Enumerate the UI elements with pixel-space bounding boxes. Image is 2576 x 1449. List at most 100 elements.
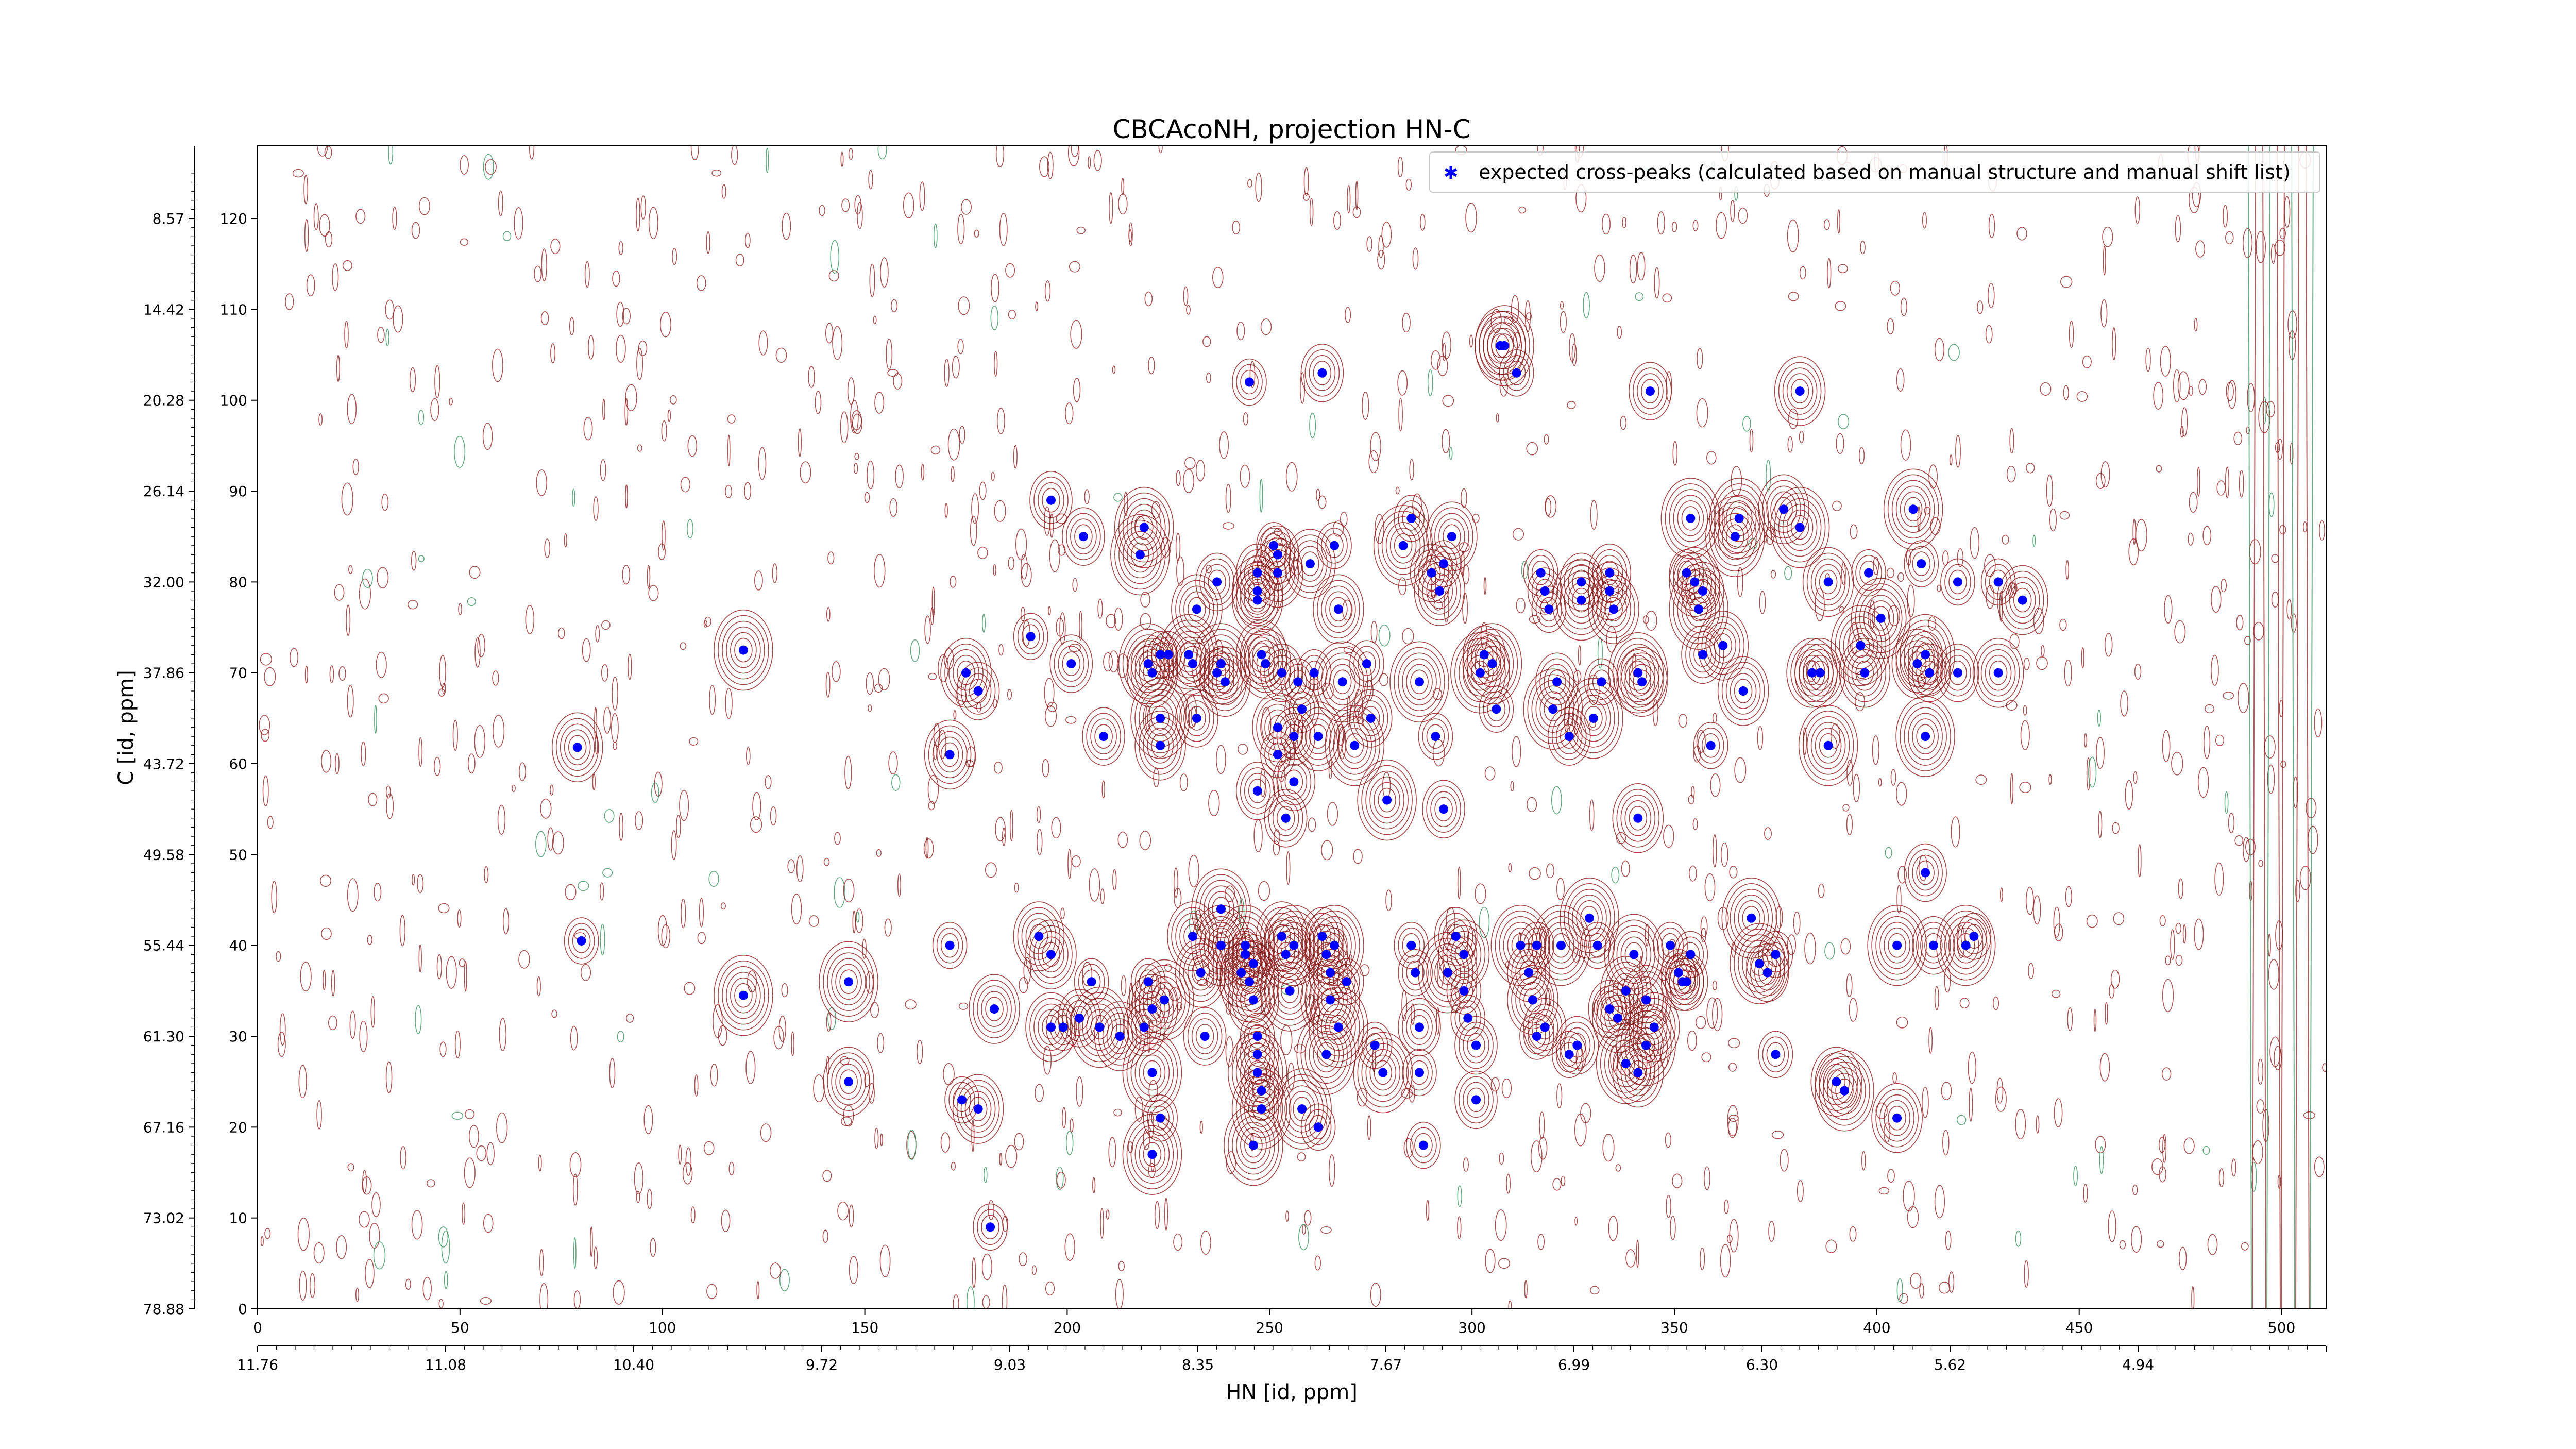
peak-contour [1807,654,1834,691]
noise-contour [1015,528,1027,561]
noise-contour [1124,492,1128,516]
peak-contour [1187,1013,1223,1060]
noise-contour [2054,1098,2063,1127]
noise-contour [578,881,589,891]
peak-contour [1701,733,1720,758]
noise-contour [572,488,575,507]
peak-contour [1863,595,1899,642]
peak-contour [1179,695,1214,742]
peak-contour [1300,343,1344,402]
noise-contour [1766,460,1771,492]
noise-contour [1206,564,1212,574]
noise-contour [264,667,276,686]
noise-contour [1635,292,1644,301]
peak-contour [1803,649,1838,697]
noise-contour [573,1237,577,1269]
noise-contour [2165,955,2171,966]
noise-contour [1427,591,1436,599]
noise-contour [564,533,567,548]
noise-contour [694,1074,699,1097]
peak-contour [1819,1056,1870,1126]
noise-contour [1921,1087,1929,1118]
noise-contour [1726,1235,1733,1243]
peak-contour [973,1203,1008,1251]
peak-contour [823,947,874,1017]
noise-contour [2162,730,2171,763]
noise-contour [541,248,547,282]
peak-contour [1669,489,1713,548]
edge-streak [2295,146,2299,1309]
peak-contour [1871,910,1923,981]
noise-contour [1663,824,1674,848]
noise-contour [2244,636,2251,645]
noise-contour [2015,1109,2026,1140]
cross-peak-point [1856,641,1866,650]
y-tick-label: 0 [238,1301,247,1318]
peak-contour [1985,654,2012,691]
noise-contour [1545,498,1552,516]
noise-contour [928,672,937,680]
peak-contour [1240,767,1275,815]
noise-contour [321,750,332,773]
noise-contour [1479,906,1490,938]
peak-contour [1402,1049,1437,1097]
x-tick-label: 500 [2268,1319,2295,1336]
cross-peak-point [1382,795,1392,805]
peak-contour [1523,998,1567,1057]
cross-peak-point [1528,995,1537,1005]
noise-contour [2268,959,2280,990]
noise-contour [1957,548,1964,567]
peak-contour [1325,658,1360,706]
noise-contour [2233,431,2243,445]
cross-peak-point [1216,904,1226,914]
peak-contour [1572,569,1591,595]
x-tick-label: 350 [1660,1319,1688,1336]
peak-contour [1377,511,1429,581]
cross-peak-point [1694,604,1704,614]
noise-contour [1002,1284,1008,1309]
noise-contour [984,1167,988,1183]
peak-contour [1539,597,1558,622]
cross-peak-point [1993,577,2003,587]
cross-peak-point [1281,950,1291,959]
cross-peak-point [1333,1022,1343,1032]
noise-contour [1049,539,1060,572]
peak-contour [1365,770,1409,830]
noise-contour [1014,1133,1024,1151]
noise-contour [637,444,642,452]
noise-contour [1143,1129,1150,1150]
peak-contour [1317,580,1360,639]
chart-title: CBCAcoNH, projection HN-C [1113,114,1471,144]
noise-contour [1005,263,1015,278]
noise-contour [1100,1208,1104,1239]
peak-contour [1418,554,1445,591]
noise-contour [2266,401,2276,418]
noise-contour [1759,591,1766,614]
peak-contour [1313,924,1332,949]
noise-contour [2256,231,2266,263]
noise-contour [1948,344,1960,361]
peak-contour [1361,706,1380,731]
peak-contour [1434,954,1461,991]
peak-contour [1616,647,1668,717]
peak-contour [1248,779,1267,803]
peak-contour [1738,934,1781,993]
noise-contour [385,785,391,799]
noise-contour [1671,221,1677,232]
peak-contour [1548,669,1566,695]
noise-contour [880,1133,883,1147]
noise-contour [313,1242,325,1264]
noise-contour [1706,450,1717,465]
peak-contour [1280,718,1308,754]
noise-contour [1693,745,1701,763]
noise-contour [1556,1083,1563,1109]
x-tick-label: 0 [253,1319,262,1336]
noise-contour [2228,813,2235,834]
cross-peak-point [1730,532,1740,542]
peak-contour [568,923,595,959]
cross-peak-point [1241,950,1250,959]
cross-peak-point [1577,577,1586,587]
noise-contour [849,1204,854,1227]
noise-contour [1574,1113,1587,1147]
noise-contour [940,1132,951,1153]
